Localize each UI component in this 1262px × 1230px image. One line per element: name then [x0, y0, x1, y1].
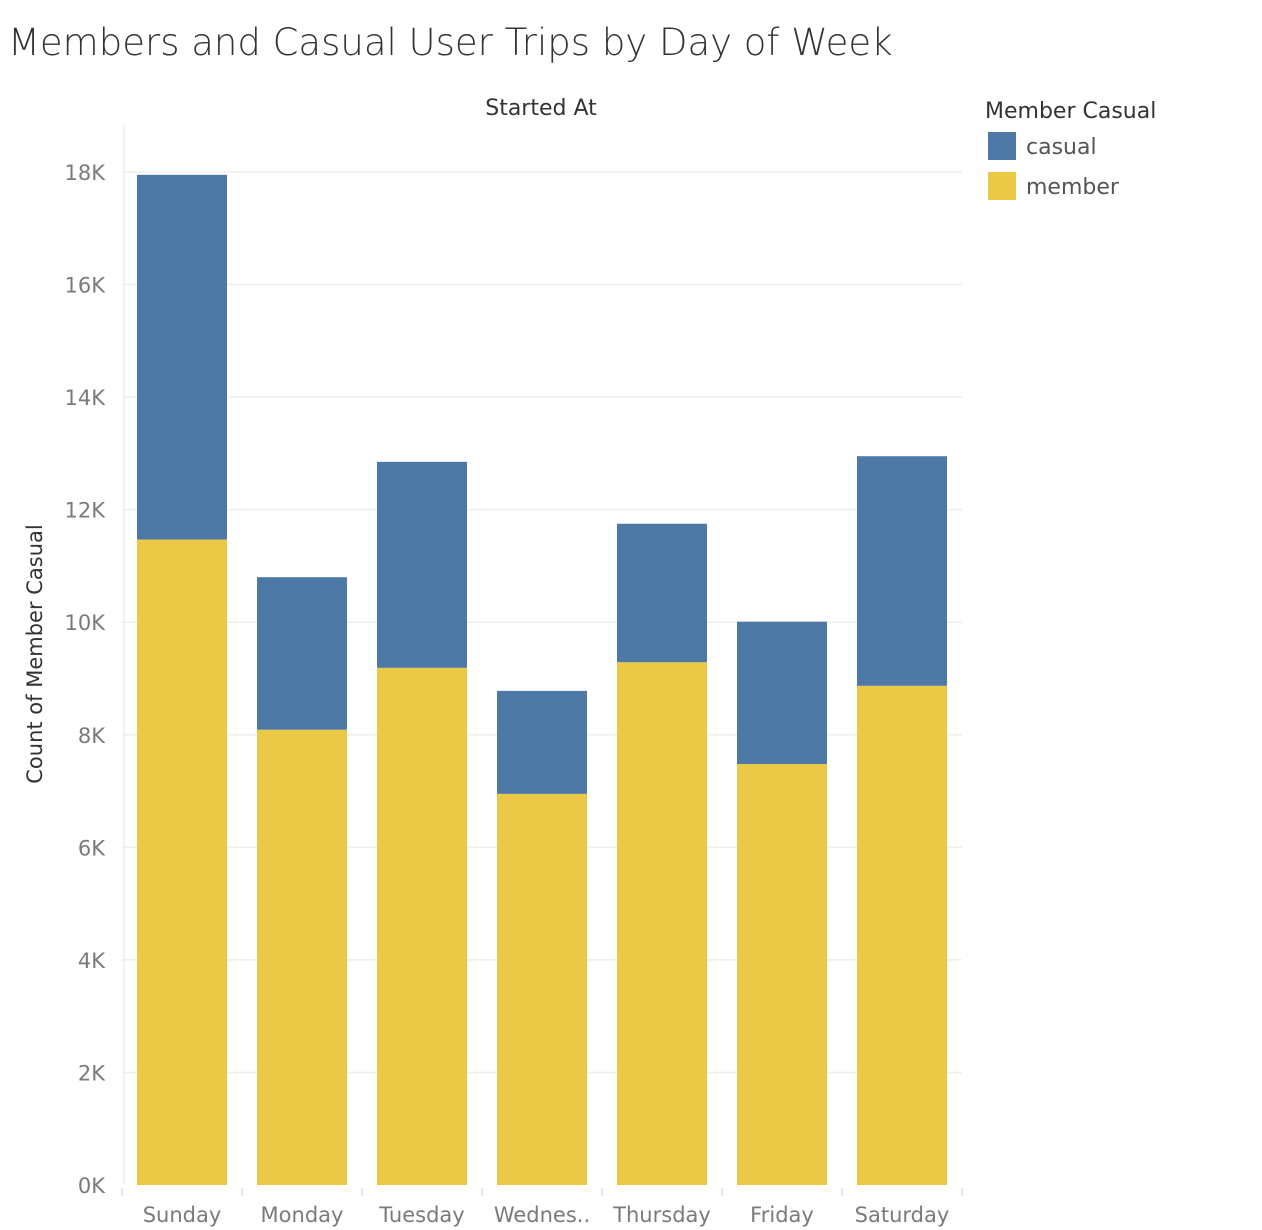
x-tick-label: Monday: [261, 1203, 344, 1227]
y-tick-label: 8K: [78, 724, 106, 748]
bar-member-saturday: [857, 685, 947, 1185]
x-tick-label: Friday: [750, 1203, 814, 1227]
legend-swatch-casual: [988, 132, 1016, 160]
bar-casual-thursday: [617, 523, 707, 663]
y-tick-label: 14K: [65, 386, 107, 410]
bar-member-tuesday: [377, 667, 467, 1185]
bar-member-friday: [737, 764, 827, 1185]
chart-title: Members and Casual User Trips by Day of …: [8, 21, 893, 64]
y-tick-label: 6K: [78, 836, 106, 860]
y-tick-label: 18K: [65, 161, 107, 185]
bar-casual-monday: [257, 577, 347, 730]
x-tick-label: Thursday: [612, 1203, 711, 1227]
y-tick-label: 2K: [78, 1061, 106, 1085]
bars: [137, 174, 947, 1185]
bar-casual-tuesday: [377, 461, 467, 668]
y-tick-label: 0K: [78, 1174, 106, 1198]
y-tick-label: 10K: [65, 611, 107, 635]
x-tick-label: Wednes..: [494, 1203, 590, 1227]
legend: Member Casual casual member: [985, 99, 1156, 200]
bar-casual-friday: [737, 621, 827, 765]
legend-title: Member Casual: [985, 99, 1156, 124]
bar-member-thursday: [617, 662, 707, 1185]
bar-member-wednes: [497, 793, 587, 1185]
y-axis-label: Count of Member Casual: [23, 524, 47, 784]
bar-casual-wednes: [497, 690, 587, 794]
y-axis-ticks: 0K 2K 4K 6K 8K 10K 12K 14K 16K 18K: [65, 161, 107, 1198]
bar-casual-sunday: [137, 174, 227, 540]
x-axis-ticks: Sunday Monday Tuesday Wednes.. Thursday Frida…: [121, 1188, 963, 1227]
column-header: Started At: [485, 96, 597, 121]
legend-swatch-member: [988, 172, 1016, 200]
y-tick-label: 16K: [65, 274, 107, 298]
bar-member-monday: [257, 729, 347, 1185]
bar-casual-saturday: [857, 456, 947, 686]
y-tick-label: 4K: [78, 949, 106, 973]
x-tick-label: Sunday: [143, 1203, 222, 1227]
legend-entries: casual member: [988, 132, 1120, 200]
y-tick-label: 12K: [65, 499, 107, 523]
x-tick-label: Tuesday: [378, 1203, 464, 1227]
x-tick-label: Saturday: [855, 1203, 950, 1227]
legend-label-casual: casual: [1026, 135, 1097, 160]
bar-member-sunday: [137, 539, 227, 1185]
legend-label-member: member: [1026, 175, 1120, 200]
